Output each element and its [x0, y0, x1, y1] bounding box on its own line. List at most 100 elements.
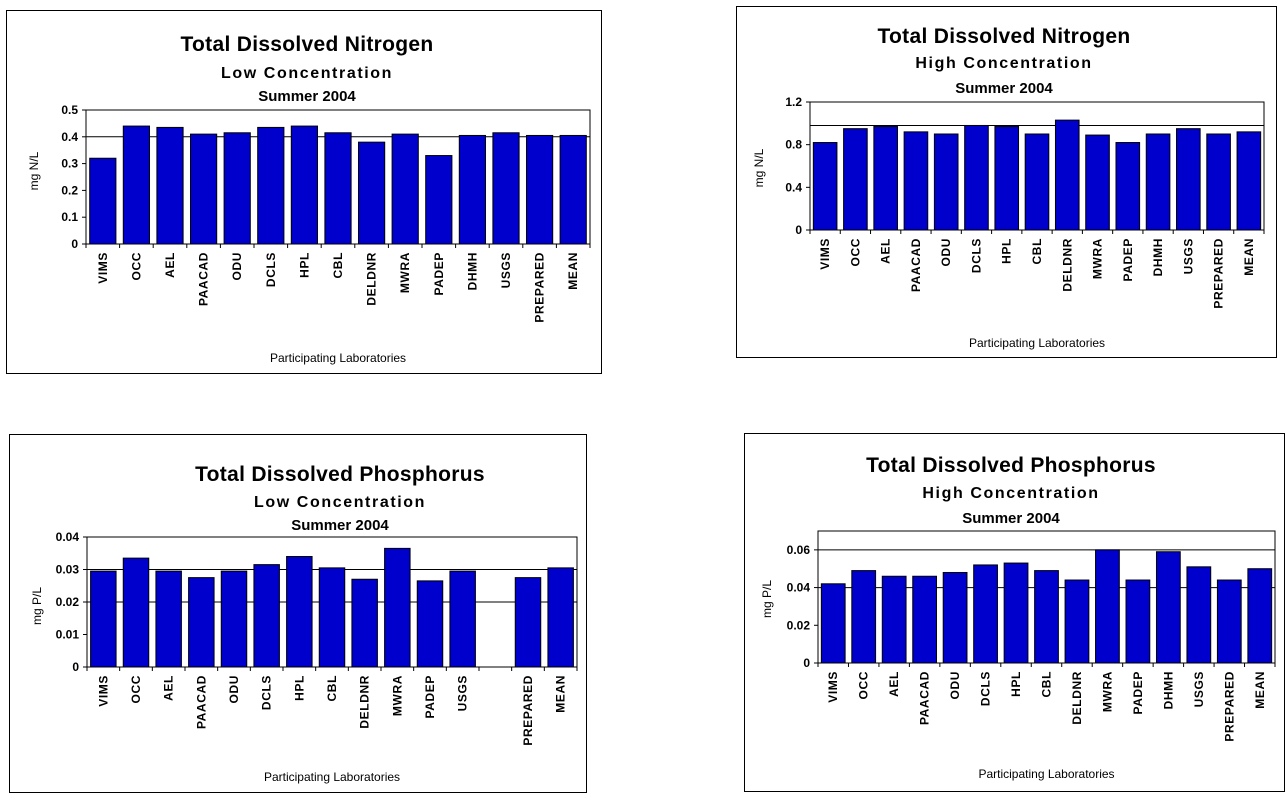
- bar: [351, 578, 378, 668]
- x-tick-label: MWRA: [398, 252, 412, 293]
- y-tick-label: 0: [72, 660, 79, 674]
- bar: [223, 132, 251, 245]
- bar: [122, 557, 150, 668]
- bar: [357, 141, 386, 245]
- y-tick-label: 0.4: [785, 180, 802, 194]
- x-tick-label: DELDNR: [1070, 671, 1084, 725]
- y-tick-label: 0: [803, 656, 810, 670]
- bar: [290, 125, 319, 245]
- chart-season: Summer 2004: [291, 517, 389, 534]
- bar: [1247, 568, 1273, 664]
- bar: [942, 571, 968, 664]
- x-tick-label: MWRA: [1100, 671, 1114, 712]
- bar: [122, 125, 151, 245]
- x-tick-label: PADEP: [1121, 238, 1135, 281]
- bar: [812, 142, 838, 231]
- x-tick-label: MEAN: [1242, 238, 1256, 276]
- y-tick-label: 0.2: [61, 183, 78, 197]
- bar: [286, 556, 313, 668]
- x-tick-label: AEL: [887, 671, 901, 697]
- bar: [1155, 551, 1181, 664]
- bar: [973, 564, 998, 664]
- bar: [318, 567, 346, 668]
- x-tick-label: ODU: [227, 675, 241, 703]
- bar: [1216, 579, 1242, 664]
- x-axis-label: Participating Laboratories: [270, 351, 406, 365]
- x-axis-label: Participating Laboratories: [969, 336, 1105, 350]
- bar-chart: Total Dissolved Phosphorus High Concentra…: [760, 454, 1276, 781]
- bar: [90, 570, 117, 668]
- x-tick-label: DHMH: [1161, 671, 1175, 709]
- bar: [1145, 133, 1171, 231]
- y-tick-label: 0.03: [56, 563, 80, 577]
- chart-subtitle: Low Concentration: [221, 65, 393, 82]
- y-tick-label: 0.06: [787, 543, 811, 557]
- x-tick-label: MEAN: [554, 675, 568, 713]
- x-tick-label: DELDNR: [358, 675, 372, 729]
- bar: [492, 132, 520, 245]
- x-tick-label: CBL: [331, 252, 345, 278]
- y-axis-label: mg P/L: [30, 587, 44, 625]
- bar: [843, 128, 868, 231]
- chart-panel-tdn-low: Total Dissolved Nitrogen Low Concentratio…: [6, 10, 602, 374]
- y-tick-label: 0: [795, 223, 802, 237]
- x-tick-label: DCLS: [979, 671, 993, 706]
- x-tick-label: AEL: [879, 238, 893, 264]
- y-tick-label: 0.5: [61, 103, 78, 117]
- bar: [449, 570, 476, 668]
- bar-chart: Total Dissolved Nitrogen High Concentrati…: [752, 25, 1265, 350]
- bar: [1064, 579, 1090, 664]
- bar: [220, 570, 248, 668]
- bar: [851, 570, 877, 664]
- bar: [324, 132, 352, 245]
- bar: [1024, 133, 1050, 231]
- x-tick-label: MWRA: [1091, 238, 1105, 279]
- x-tick-label: PADEP: [432, 252, 446, 295]
- bar: [1034, 570, 1059, 664]
- bar: [1176, 128, 1201, 231]
- bar: [188, 577, 215, 668]
- y-tick-label: 0.02: [56, 595, 80, 609]
- bar: [873, 126, 898, 231]
- x-tick-label: USGS: [1181, 238, 1195, 274]
- x-tick-label: PADEP: [423, 675, 437, 718]
- chart-title: Total Dissolved Nitrogen: [180, 33, 433, 56]
- bar: [1115, 142, 1141, 231]
- y-tick-label: 0.02: [787, 618, 811, 632]
- x-axis-label: Participating Laboratories: [978, 767, 1114, 781]
- bar: [933, 133, 959, 231]
- x-tick-label: OCC: [129, 675, 143, 703]
- bar: [156, 126, 184, 245]
- x-tick-label: MWRA: [390, 675, 404, 716]
- bar: [1236, 131, 1262, 231]
- chart-title: Total Dissolved Phosphorus: [866, 454, 1156, 477]
- x-tick-label: HPL: [292, 675, 306, 701]
- bar: [525, 134, 554, 245]
- chart-subtitle: High Concentration: [915, 55, 1092, 72]
- y-tick-label: 0.01: [56, 628, 80, 642]
- x-tick-label: DHMH: [465, 252, 479, 290]
- chart-subtitle: Low Concentration: [254, 494, 426, 511]
- x-tick-label: USGS: [499, 252, 513, 288]
- x-tick-label: ODU: [939, 238, 953, 266]
- x-tick-label: DHMH: [1151, 238, 1165, 276]
- chart-panel-tdp-low: Total Dissolved Phosphorus Low Concentrat…: [9, 434, 587, 793]
- y-tick-label: 0.8: [785, 138, 802, 152]
- bar: [1003, 562, 1029, 664]
- bar-chart: Total Dissolved Phosphorus Low Concentrat…: [30, 463, 578, 784]
- chart-panel-tdp-high: Total Dissolved Phosphorus High Concentra…: [744, 433, 1285, 792]
- x-tick-label: PREPARED: [521, 675, 535, 746]
- bar: [1125, 579, 1151, 664]
- bar: [1054, 119, 1080, 231]
- bar: [964, 124, 989, 231]
- chart-panel-tdn-high: Total Dissolved Nitrogen High Concentrati…: [736, 6, 1277, 358]
- bar: [257, 126, 285, 245]
- chart-season: Summer 2004: [258, 88, 356, 105]
- x-tick-label: USGS: [1192, 671, 1206, 707]
- y-axis-label: mg P/L: [760, 580, 774, 618]
- x-tick-label: CBL: [1030, 238, 1044, 264]
- bar: [514, 577, 542, 668]
- x-tick-label: DELDNR: [1060, 238, 1074, 292]
- bar: [559, 134, 587, 245]
- bar: [881, 575, 907, 664]
